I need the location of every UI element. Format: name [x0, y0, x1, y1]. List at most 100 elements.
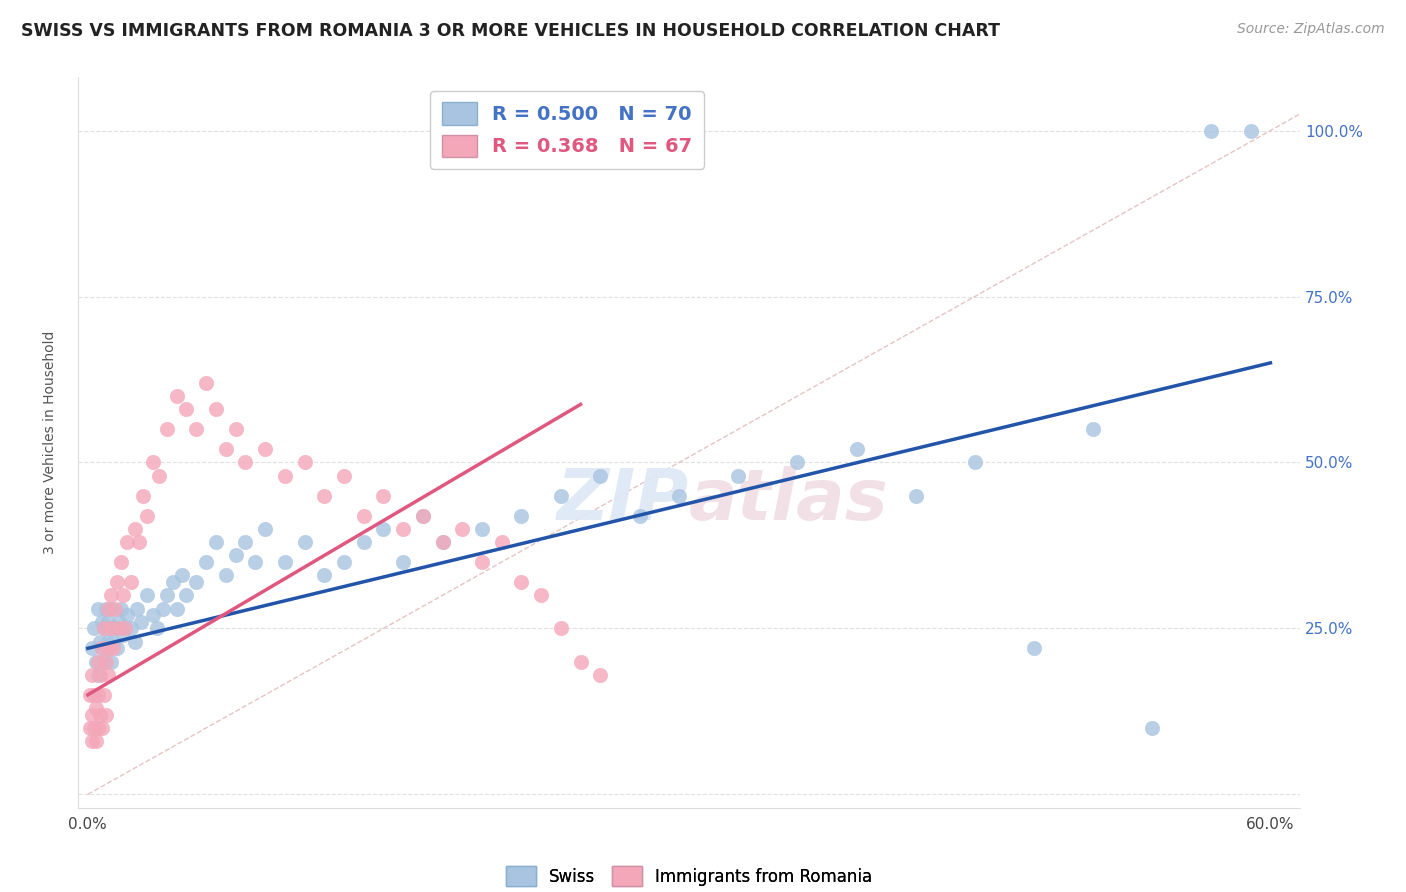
Point — [589, 468, 612, 483]
Point — [124, 522, 146, 536]
Point — [100, 588, 122, 602]
Point — [162, 574, 184, 589]
Point — [108, 615, 131, 629]
Point — [84, 734, 107, 748]
Point — [103, 641, 125, 656]
Point — [142, 455, 165, 469]
Point — [254, 442, 277, 457]
Point — [392, 522, 415, 536]
Point — [314, 489, 336, 503]
Point — [146, 622, 169, 636]
Point — [333, 468, 356, 483]
Point — [186, 574, 208, 589]
Point — [1022, 641, 1045, 656]
Point — [96, 634, 118, 648]
Text: Source: ZipAtlas.com: Source: ZipAtlas.com — [1237, 22, 1385, 37]
Point — [93, 622, 115, 636]
Point — [314, 568, 336, 582]
Point — [93, 688, 115, 702]
Point — [89, 707, 111, 722]
Point — [176, 588, 198, 602]
Point — [104, 601, 127, 615]
Point — [124, 634, 146, 648]
Point — [127, 601, 149, 615]
Point — [373, 522, 395, 536]
Point — [86, 721, 108, 735]
Point — [100, 655, 122, 669]
Point — [90, 641, 112, 656]
Point — [100, 601, 122, 615]
Point — [668, 489, 690, 503]
Point — [786, 455, 808, 469]
Point — [569, 655, 592, 669]
Point — [530, 588, 553, 602]
Point — [108, 622, 131, 636]
Point — [83, 622, 105, 636]
Point — [235, 535, 257, 549]
Point — [205, 402, 228, 417]
Point — [225, 549, 247, 563]
Point — [128, 535, 150, 549]
Point — [1201, 123, 1223, 137]
Point — [84, 701, 107, 715]
Point — [94, 601, 117, 615]
Point — [90, 721, 112, 735]
Point — [152, 601, 174, 615]
Point — [115, 535, 138, 549]
Point — [1081, 422, 1104, 436]
Point — [132, 489, 155, 503]
Point — [186, 422, 208, 436]
Point — [294, 535, 316, 549]
Point — [148, 468, 170, 483]
Y-axis label: 3 or more Vehicles in Household: 3 or more Vehicles in Household — [44, 331, 58, 554]
Point — [80, 734, 103, 748]
Point — [80, 707, 103, 722]
Text: atlas: atlas — [689, 467, 889, 535]
Point — [205, 535, 228, 549]
Point — [90, 615, 112, 629]
Point — [156, 422, 179, 436]
Text: ZIP: ZIP — [557, 467, 689, 535]
Point — [353, 535, 375, 549]
Point — [904, 489, 927, 503]
Point — [1140, 721, 1163, 735]
Point — [412, 508, 434, 523]
Point — [628, 508, 651, 523]
Point — [89, 634, 111, 648]
Point — [392, 555, 415, 569]
Point — [114, 622, 136, 636]
Point — [156, 588, 179, 602]
Point — [104, 622, 127, 636]
Point — [727, 468, 749, 483]
Point — [373, 489, 395, 503]
Point — [195, 376, 218, 390]
Point — [225, 422, 247, 436]
Point — [235, 455, 257, 469]
Point — [105, 641, 128, 656]
Point — [589, 668, 612, 682]
Point — [432, 535, 454, 549]
Point — [274, 468, 297, 483]
Point — [96, 668, 118, 682]
Point — [172, 568, 194, 582]
Point — [963, 455, 986, 469]
Point — [94, 707, 117, 722]
Point — [471, 555, 494, 569]
Point — [83, 688, 105, 702]
Point — [136, 588, 159, 602]
Point — [176, 402, 198, 417]
Point — [98, 641, 121, 656]
Legend: Swiss, Immigrants from Romania: Swiss, Immigrants from Romania — [499, 860, 879, 892]
Point — [96, 601, 118, 615]
Point — [94, 655, 117, 669]
Point — [86, 688, 108, 702]
Point — [110, 555, 132, 569]
Point — [129, 615, 152, 629]
Point — [112, 628, 135, 642]
Point — [1240, 123, 1263, 137]
Point — [120, 622, 142, 636]
Point — [86, 655, 108, 669]
Point — [98, 622, 121, 636]
Point — [93, 622, 115, 636]
Point — [274, 555, 297, 569]
